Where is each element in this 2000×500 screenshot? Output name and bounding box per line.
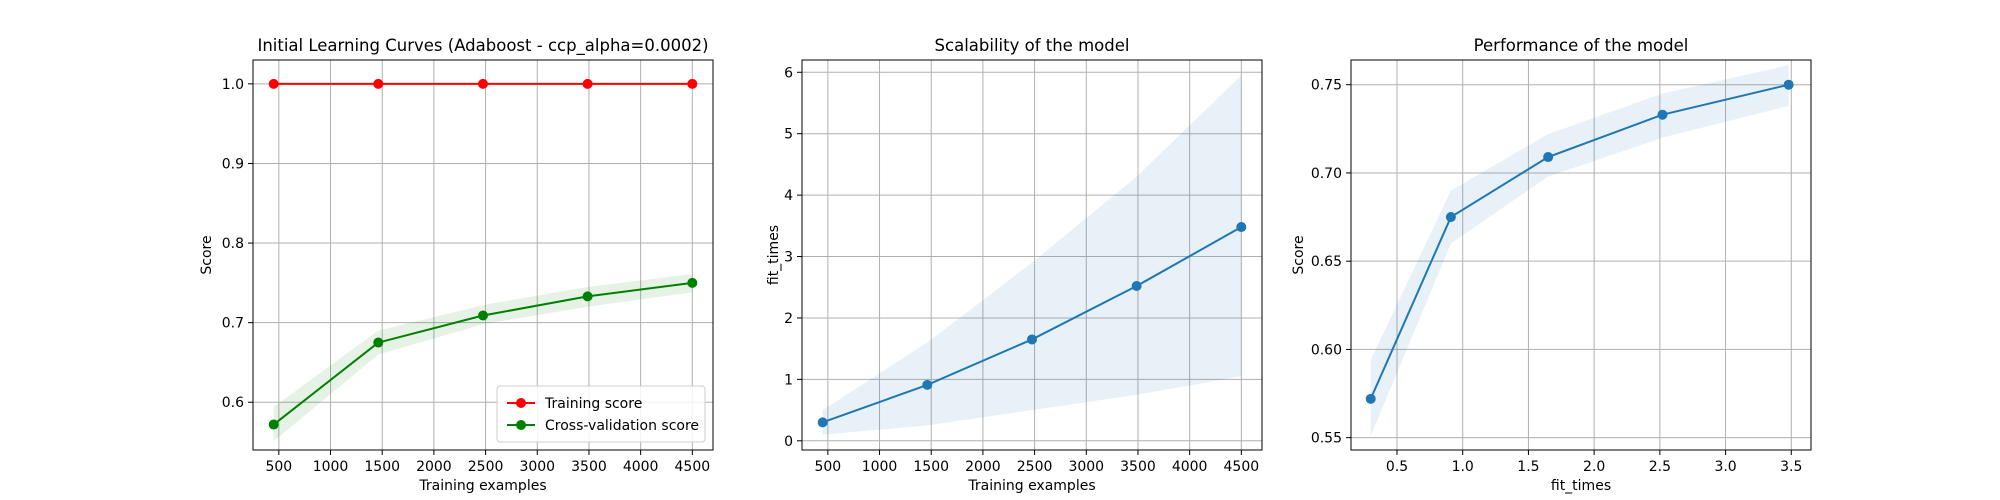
x-tick-label: 1000 xyxy=(313,459,349,475)
legend: Training score Cross-validation score xyxy=(496,385,706,443)
chart-3: 0.5 1.0 1.5 2.0 2.5 3.0 3.5 0.55 0.60 0.65 0.70 0.7… xyxy=(1291,36,1812,494)
y-tick-label: 0.60 xyxy=(1311,342,1342,358)
data-point xyxy=(1783,79,1794,90)
chart-title: Performance of the model xyxy=(1474,36,1689,55)
y-tick-label: 0.75 xyxy=(1311,78,1342,94)
y-tick-label: 3 xyxy=(784,250,793,266)
data-point xyxy=(922,379,933,390)
x-tick-label: 3.5 xyxy=(1780,459,1802,475)
x-tick-label: 500 xyxy=(814,459,841,475)
data-point xyxy=(373,337,384,348)
data-point xyxy=(478,78,488,89)
data-point xyxy=(1027,334,1037,345)
y-tick-label: 0.55 xyxy=(1311,431,1342,447)
axes-frame xyxy=(801,59,1263,451)
data-point xyxy=(1657,109,1668,120)
y-axis-label: Score xyxy=(1291,235,1307,274)
legend-marker xyxy=(516,420,526,430)
chart-2: 500 1000 1500 2000 2500 3000 3500 4000 4500 0 1 2 3 4… xyxy=(766,36,1263,494)
x-tick-label: 500 xyxy=(265,459,292,475)
data-point xyxy=(373,78,384,89)
x-tick-label: 4000 xyxy=(623,459,659,475)
data-point xyxy=(1236,222,1247,233)
x-tick-label: 0.5 xyxy=(1386,459,1408,475)
data-point xyxy=(478,310,488,321)
y-axis-label: Score xyxy=(199,235,215,274)
x-tick-label: 2500 xyxy=(1017,459,1053,475)
x-axis-label: Training examples xyxy=(418,478,546,494)
data-point xyxy=(687,78,698,89)
legend-label: Cross-validation score xyxy=(545,418,699,434)
x-tick-label: 3000 xyxy=(519,459,555,475)
x-tick-label: 3000 xyxy=(1068,459,1104,475)
legend-label: Training score xyxy=(544,396,642,412)
y-tick-label: 0.70 xyxy=(1311,166,1342,182)
y-tick-label: 0.9 xyxy=(222,156,244,172)
data-point xyxy=(268,419,279,430)
chart-1: 500 1000 1500 2000 2500 3000 3500 4000 4500 0.6 0.… xyxy=(199,36,714,494)
data-point xyxy=(582,291,593,302)
x-tick-label: 1500 xyxy=(364,459,400,475)
x-tick-label: 2.0 xyxy=(1583,459,1605,475)
x-tick-label: 3500 xyxy=(1120,459,1156,475)
x-tick-label: 2000 xyxy=(416,459,452,475)
x-tick-label: 4500 xyxy=(675,459,711,475)
y-tick-label: 0.7 xyxy=(222,316,244,332)
y-axis-label: fit_times xyxy=(766,225,782,285)
x-tick-label: 2500 xyxy=(468,459,504,475)
x-tick-label: 4000 xyxy=(1172,459,1208,475)
x-axis-label: fit_times xyxy=(1551,478,1611,494)
y-tick-label: 5 xyxy=(784,127,793,143)
y-tick-label: 1.0 xyxy=(222,77,244,93)
chart-title: Scalability of the model xyxy=(935,36,1130,55)
legend-frame xyxy=(496,385,706,443)
x-tick-label: 1.5 xyxy=(1517,459,1539,475)
y-tick-label: 1 xyxy=(784,372,793,388)
y-tick-label: 2 xyxy=(784,311,793,327)
data-point xyxy=(1131,281,1142,292)
x-tick-label: 1000 xyxy=(862,459,898,475)
data-point xyxy=(582,78,593,89)
data-point xyxy=(1365,393,1376,404)
x-axis-label: Training examples xyxy=(967,478,1095,494)
data-point xyxy=(817,417,828,428)
data-point xyxy=(687,277,698,288)
confidence-band xyxy=(1370,65,1789,436)
x-tick-label: 2000 xyxy=(965,459,1001,475)
x-tick-label: 3500 xyxy=(571,459,607,475)
axes-frame xyxy=(1350,59,1812,451)
legend-marker xyxy=(516,398,526,408)
axes-frame xyxy=(252,59,714,451)
y-tick-label: 0.65 xyxy=(1311,254,1342,270)
confidence-band xyxy=(822,75,1242,435)
y-tick-label: 0.8 xyxy=(222,236,244,252)
y-tick-label: 6 xyxy=(784,65,793,81)
x-tick-label: 2.5 xyxy=(1649,459,1671,475)
data-point xyxy=(1543,152,1554,163)
x-tick-label: 4500 xyxy=(1224,459,1260,475)
x-tick-label: 1500 xyxy=(913,459,949,475)
data-point xyxy=(1445,212,1456,223)
x-tick-label: 3.0 xyxy=(1714,459,1736,475)
x-tick-label: 1.0 xyxy=(1452,459,1474,475)
data-point xyxy=(268,78,279,89)
chart-title: Initial Learning Curves (Adaboost - ccp_… xyxy=(257,36,708,56)
y-tick-label: 0.6 xyxy=(222,395,244,411)
y-tick-label: 4 xyxy=(784,188,793,204)
y-tick-label: 0 xyxy=(784,434,793,450)
